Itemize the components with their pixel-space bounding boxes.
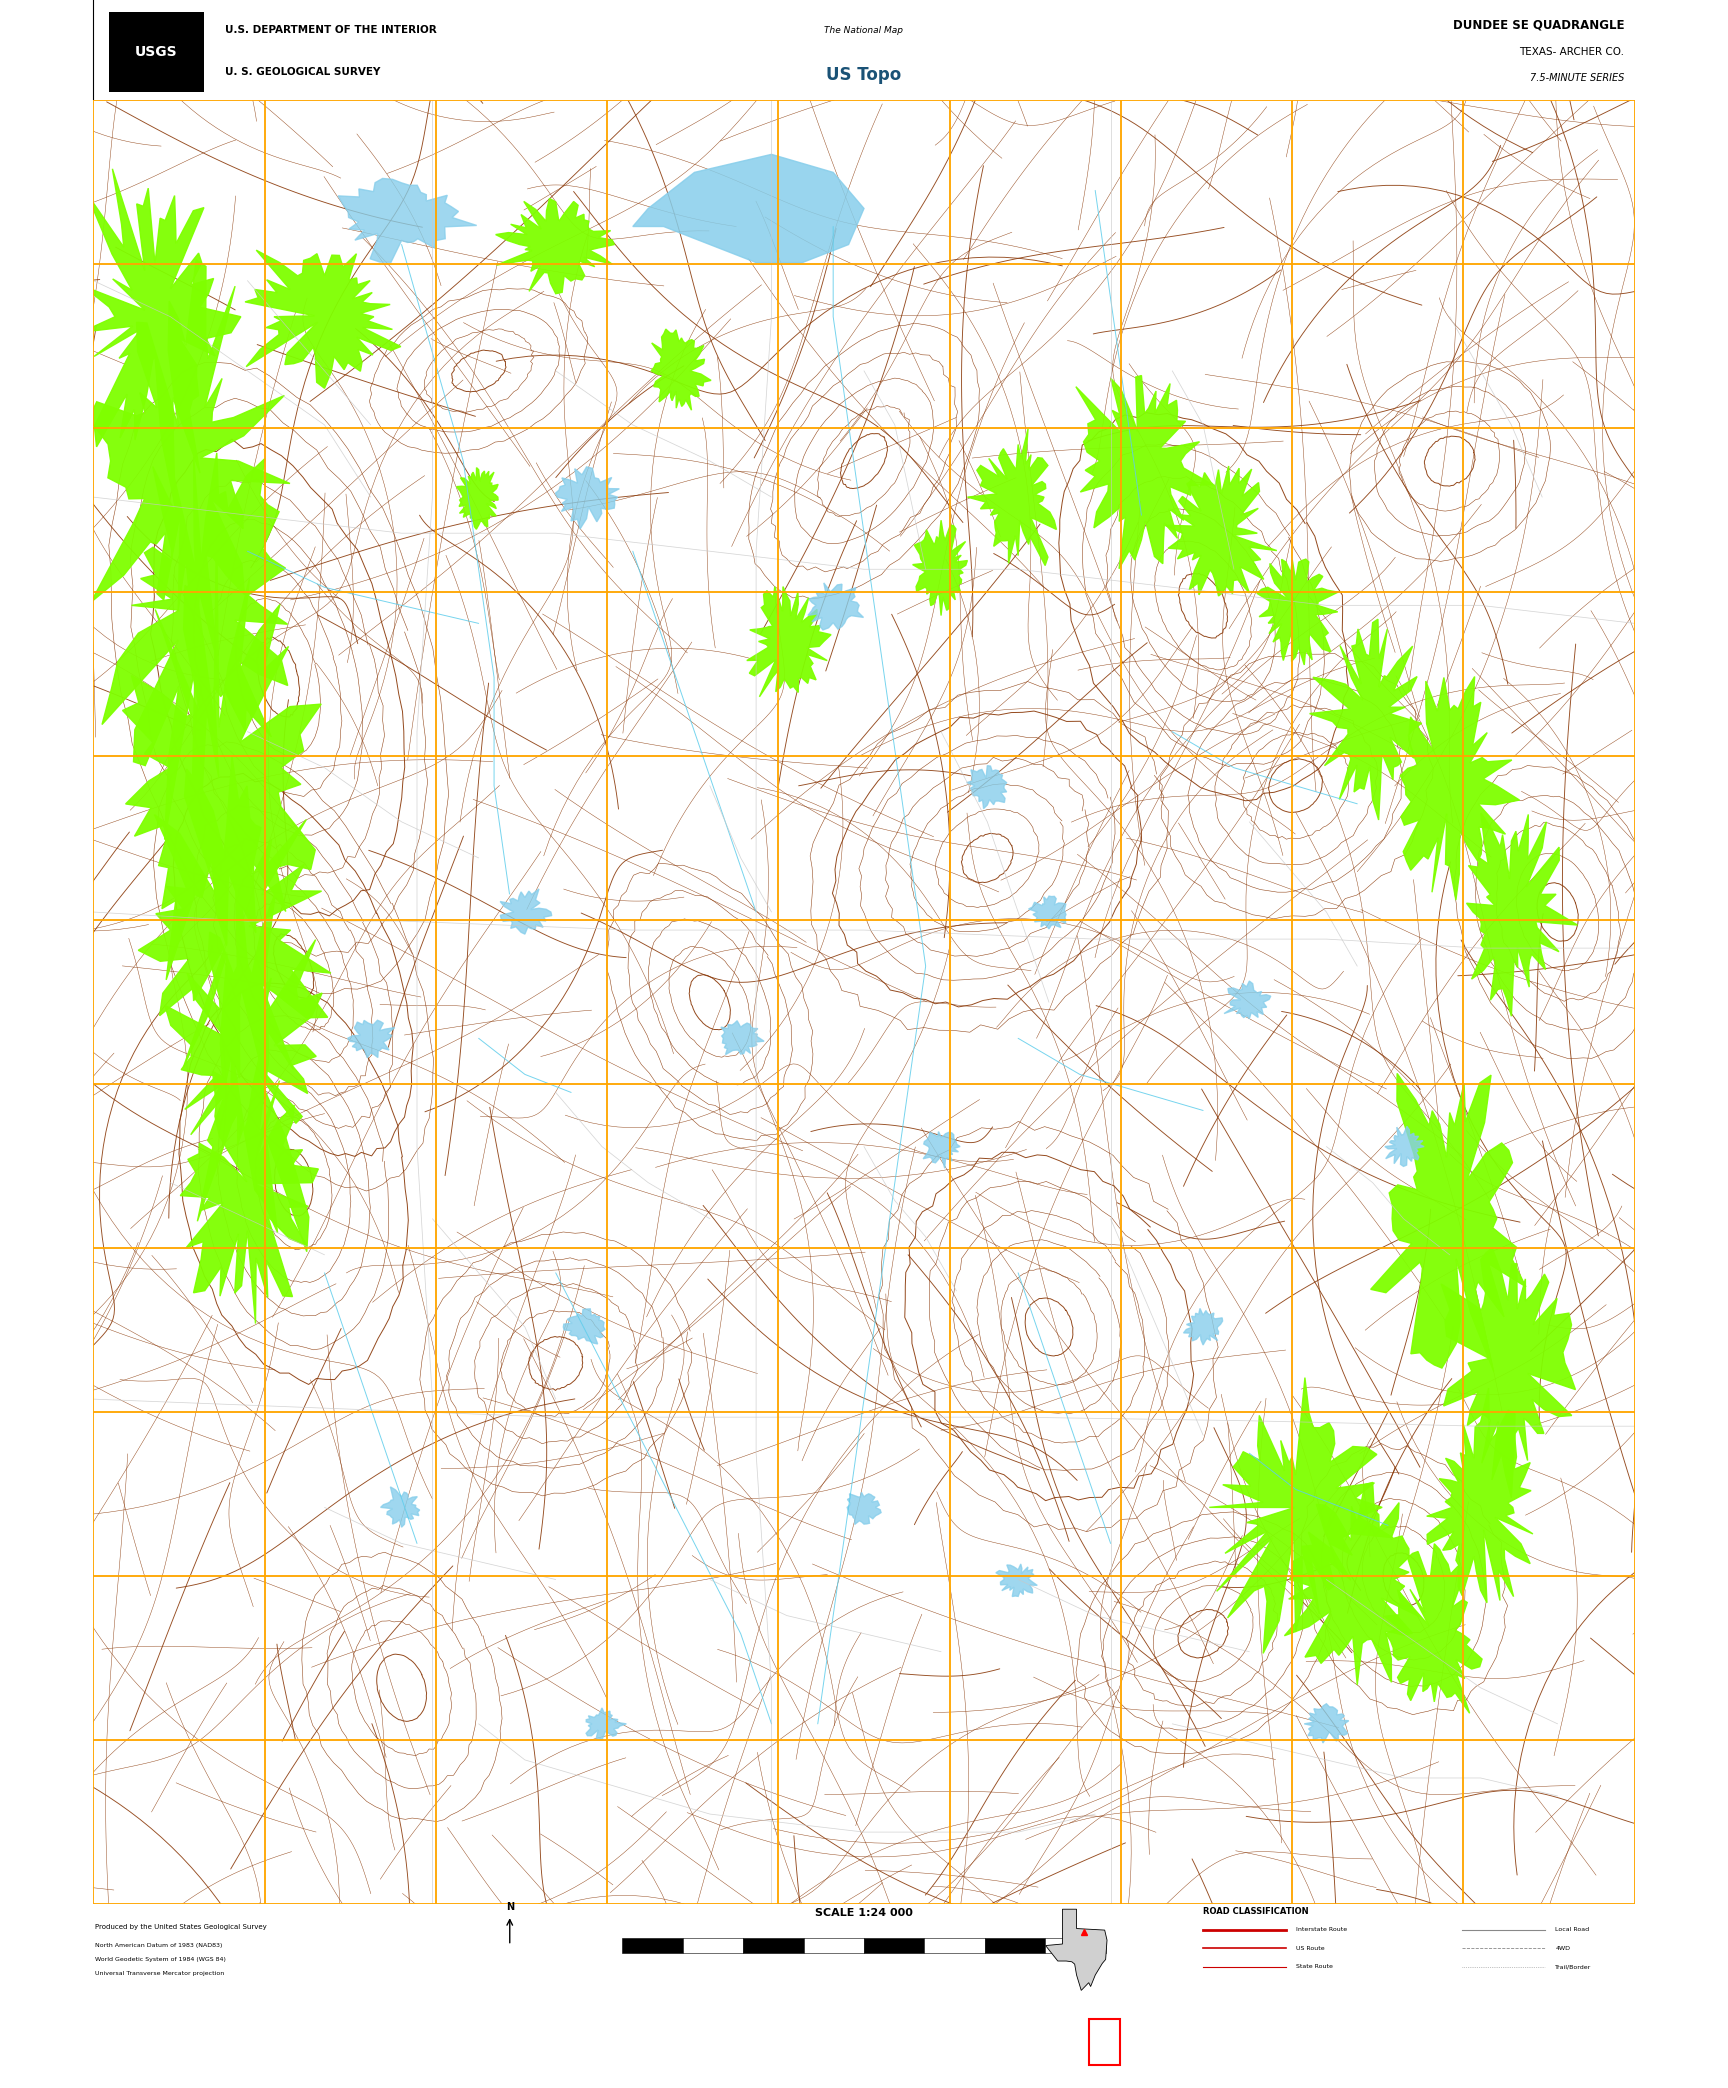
Polygon shape	[1305, 1704, 1350, 1743]
Bar	[1045, 1938, 1106, 1952]
Polygon shape	[1427, 1389, 1533, 1604]
Text: US Topo: US Topo	[826, 67, 902, 84]
Polygon shape	[180, 1029, 318, 1324]
Text: USGS: USGS	[135, 46, 178, 58]
Polygon shape	[1441, 1249, 1576, 1497]
Polygon shape	[1284, 1482, 1420, 1685]
Bar	[985, 1938, 1045, 1952]
Polygon shape	[88, 259, 290, 664]
Polygon shape	[245, 251, 401, 388]
Bar	[683, 1938, 743, 1952]
Polygon shape	[1184, 1309, 1223, 1345]
Polygon shape	[1210, 1378, 1393, 1654]
Text: 7.5-MINUTE SERIES: 7.5-MINUTE SERIES	[1529, 73, 1624, 84]
Polygon shape	[555, 468, 619, 528]
Polygon shape	[1384, 1543, 1483, 1714]
Text: U.S. DEPARTMENT OF THE INTERIOR: U.S. DEPARTMENT OF THE INTERIOR	[225, 25, 437, 35]
Text: ROAD CLASSIFICATION: ROAD CLASSIFICATION	[1203, 1906, 1308, 1917]
Text: Produced by the United States Geological Survey: Produced by the United States Geological…	[95, 1925, 266, 1929]
Polygon shape	[1165, 466, 1277, 595]
Polygon shape	[632, 155, 864, 263]
Bar	[804, 1938, 864, 1952]
Text: TEXAS- ARCHER CO.: TEXAS- ARCHER CO.	[1519, 48, 1624, 56]
Polygon shape	[586, 1708, 626, 1739]
Bar	[109, 13, 204, 92]
Polygon shape	[496, 198, 615, 294]
Polygon shape	[1028, 896, 1066, 929]
Text: U. S. GEOLOGICAL SURVEY: U. S. GEOLOGICAL SURVEY	[225, 67, 380, 77]
Polygon shape	[651, 330, 710, 409]
Polygon shape	[1077, 376, 1213, 568]
Polygon shape	[1384, 1125, 1424, 1167]
Text: DUNDEE SE QUADRANGLE: DUNDEE SE QUADRANGLE	[1453, 19, 1624, 31]
Polygon shape	[1467, 812, 1578, 1017]
Polygon shape	[380, 1487, 420, 1526]
Polygon shape	[1370, 1073, 1526, 1372]
Text: 4WD: 4WD	[1555, 1946, 1571, 1950]
Polygon shape	[1310, 620, 1422, 821]
Polygon shape	[968, 428, 1056, 566]
Text: North American Datum of 1983 (NAD83): North American Datum of 1983 (NAD83)	[95, 1944, 223, 1948]
Polygon shape	[721, 1021, 764, 1054]
Polygon shape	[164, 823, 321, 1251]
Text: World Geodetic System of 1984 (WGS 84): World Geodetic System of 1984 (WGS 84)	[95, 1956, 226, 1963]
Text: The National Map: The National Map	[824, 25, 904, 35]
Text: N: N	[506, 1902, 513, 1913]
Polygon shape	[1223, 981, 1270, 1019]
Polygon shape	[1400, 677, 1519, 900]
Polygon shape	[809, 583, 864, 631]
Polygon shape	[912, 520, 968, 616]
Polygon shape	[923, 1132, 961, 1167]
Text: US Route: US Route	[1296, 1946, 1325, 1950]
Polygon shape	[102, 453, 289, 839]
Polygon shape	[847, 1493, 881, 1524]
Polygon shape	[995, 1564, 1037, 1597]
Text: Universal Transverse Mercator projection: Universal Transverse Mercator projection	[95, 1971, 225, 1975]
Polygon shape	[1045, 1908, 1108, 1990]
Polygon shape	[563, 1309, 605, 1345]
Polygon shape	[966, 766, 1007, 808]
Polygon shape	[347, 1021, 394, 1059]
Polygon shape	[456, 468, 498, 528]
Polygon shape	[81, 169, 240, 505]
Text: Local Road: Local Road	[1555, 1927, 1590, 1933]
Polygon shape	[123, 520, 321, 979]
Bar	[864, 1938, 924, 1952]
Bar	[622, 1938, 683, 1952]
Polygon shape	[339, 177, 477, 263]
Polygon shape	[746, 587, 831, 697]
Bar	[924, 1938, 985, 1952]
Text: Trail/Border: Trail/Border	[1555, 1965, 1591, 1969]
Polygon shape	[1256, 560, 1337, 664]
Polygon shape	[499, 889, 551, 933]
Bar	[743, 1938, 804, 1952]
Bar	[1089, 2019, 1120, 2065]
Text: State Route: State Route	[1296, 1965, 1332, 1969]
Text: SCALE 1:24 000: SCALE 1:24 000	[816, 1908, 912, 1919]
Polygon shape	[138, 758, 330, 1092]
Text: Interstate Route: Interstate Route	[1296, 1927, 1348, 1933]
